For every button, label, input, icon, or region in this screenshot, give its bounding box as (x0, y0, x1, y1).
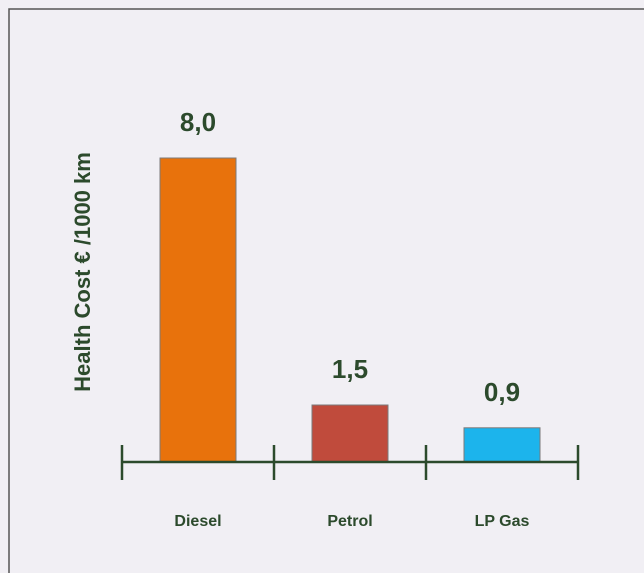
value-label: 0,9 (484, 377, 520, 407)
bar (159, 157, 237, 463)
x-tick-label: Diesel (174, 513, 221, 530)
bar (311, 404, 389, 463)
value-label: 1,5 (332, 354, 368, 384)
x-tick-label: LP Gas (475, 513, 530, 530)
x-tick-label: Petrol (327, 513, 372, 530)
frame (8, 8, 644, 573)
bar (463, 427, 541, 463)
y-axis-label: Health Cost € /1000 km (70, 152, 95, 392)
value-label: 8,0 (180, 107, 216, 137)
